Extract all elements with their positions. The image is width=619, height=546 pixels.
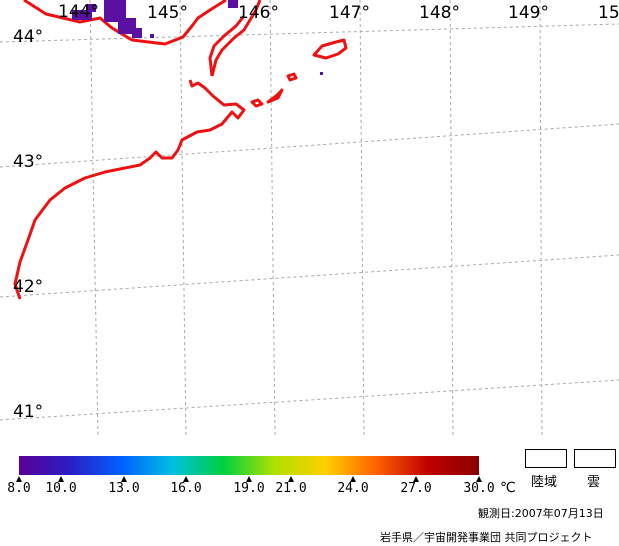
colorbar-tick-label: 19.0 xyxy=(233,481,265,496)
data-pixel xyxy=(320,72,323,75)
lon-label-146: 146° xyxy=(238,3,279,23)
graticule-line xyxy=(359,0,365,438)
colorbar-tick-mark xyxy=(476,476,482,482)
graticule-line xyxy=(449,0,454,438)
colorbar-tick-mark xyxy=(121,476,127,482)
lon-label-147: 147° xyxy=(329,3,370,23)
credit-line: 岩手県／宇宙開発事業団 共同プロジェクト xyxy=(380,531,593,544)
colorbar-tick-mark xyxy=(183,476,189,482)
colorbar-tick-mark xyxy=(16,476,22,482)
colorbar-tick-mark xyxy=(288,476,294,482)
data-pixel xyxy=(150,34,154,38)
sea-surface-temperature-map xyxy=(0,0,619,438)
hokkaido-south-coastline xyxy=(13,79,246,300)
land-swatch xyxy=(525,449,567,468)
habomai-islet xyxy=(266,88,284,104)
kunashiri-coastline xyxy=(208,15,246,77)
colorbar-tick-label: 27.0 xyxy=(400,481,432,496)
data-pixel xyxy=(86,4,96,12)
colorbar-tick-label: 30.0 xyxy=(463,481,495,496)
lon-label-150: 15 xyxy=(598,3,619,23)
graticule-line xyxy=(0,379,619,421)
cloud-swatch xyxy=(574,449,616,468)
lon-label-144: 144° xyxy=(58,2,99,22)
observation-date: 観測日:2007年07月13日 xyxy=(478,507,604,520)
data-pixel xyxy=(104,0,126,22)
data-pixel xyxy=(228,0,238,8)
graticule-line xyxy=(0,123,619,168)
colorbar-tick-mark xyxy=(246,476,252,482)
colorbar-tick-mark xyxy=(413,476,419,482)
lat-label-43: 43° xyxy=(13,152,44,172)
colorbar-tick-mark xyxy=(58,476,64,482)
graticule-line xyxy=(0,254,619,298)
lon-label-145: 145° xyxy=(147,3,188,23)
lat-label-41: 41° xyxy=(13,402,44,422)
habomai-islet xyxy=(250,98,264,108)
graticule-line xyxy=(539,0,543,438)
graticule-line xyxy=(0,23,619,43)
temperature-unit: ℃ xyxy=(500,480,516,496)
hokkaido-east-coastline xyxy=(23,0,227,46)
lon-label-148: 148° xyxy=(419,3,460,23)
land-label: 陸域 xyxy=(531,475,558,490)
colorbar-tick-label: 21.0 xyxy=(275,481,307,496)
colorbar-tick-marks xyxy=(16,476,482,482)
lat-label-44: 44° xyxy=(13,27,44,47)
data-pixel xyxy=(132,28,142,38)
lon-label-149: 149° xyxy=(508,3,549,23)
colorbar-tick-label: 24.0 xyxy=(337,481,369,496)
colorbar-tick-label: 8.0 xyxy=(7,481,31,496)
shikotan-island xyxy=(312,38,348,60)
temperature-data-pixels xyxy=(72,0,323,75)
habomai-islet xyxy=(286,72,298,82)
coastline-hokkaido xyxy=(13,0,348,300)
colorbar-tick-mark xyxy=(350,476,356,482)
lat-label-42: 42° xyxy=(13,277,44,297)
shiretoko-peninsula-coastline xyxy=(210,0,262,77)
graticule-line xyxy=(179,0,187,438)
colorbar-tick-label: 10.0 xyxy=(45,481,77,496)
graticule-line xyxy=(269,0,276,438)
colorbar-tick-label: 16.0 xyxy=(170,481,202,496)
colorbar-tick-label: 13.0 xyxy=(108,481,140,496)
data-pixel xyxy=(118,18,136,34)
data-pixel xyxy=(72,10,92,20)
temperature-colorbar xyxy=(19,456,479,475)
graticule-line xyxy=(89,0,99,438)
cloud-label: 雲 xyxy=(587,475,601,490)
graticule xyxy=(0,0,619,438)
